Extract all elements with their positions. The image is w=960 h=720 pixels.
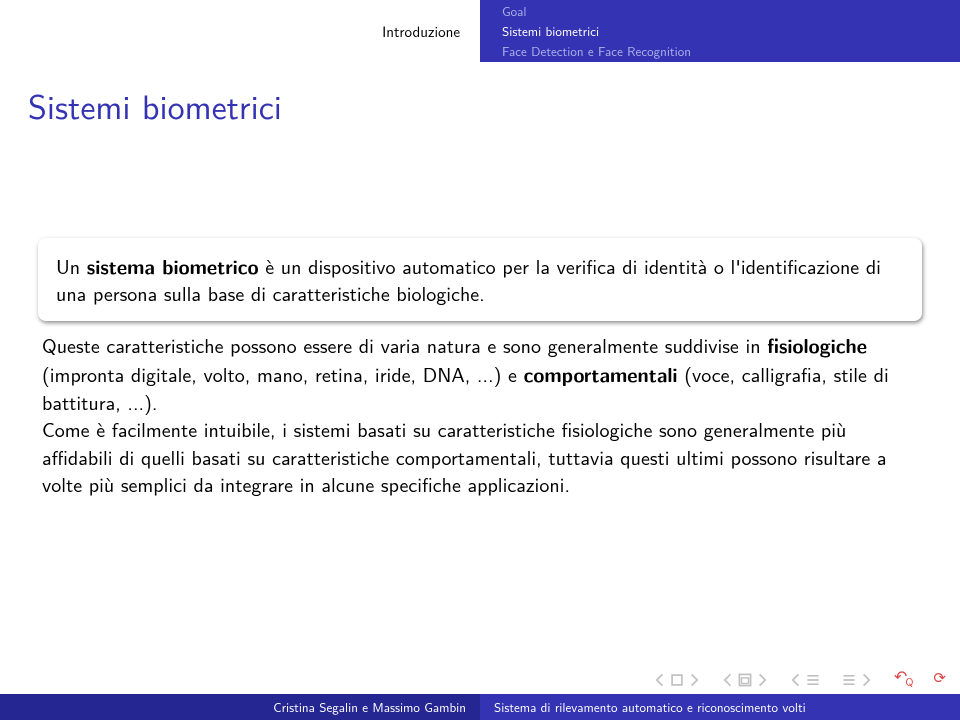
header-subsection-3[interactable]: Face Detection e Face Recognition	[502, 42, 960, 61]
definition-block: Un sistema biometrico è un dispositivo a…	[38, 238, 922, 321]
chevron-left-icon	[654, 670, 668, 684]
box-icon	[670, 670, 684, 684]
footer-title: Sistema di rilevamento automatico e rico…	[480, 694, 960, 720]
body-bold-1: fisiologiche	[767, 330, 867, 359]
header-section-right: Goal Sistemi biometrici Face Detection e…	[480, 0, 960, 62]
header-section-label: Introduzione	[382, 20, 460, 42]
frame-icon	[738, 670, 752, 684]
body-p2: Come è facilmente intuibile, i sistemi b…	[42, 415, 886, 499]
def-term: sistema biometrico	[87, 251, 259, 280]
chevron-left-icon	[722, 670, 736, 684]
body-text: Queste caratteristiche possono essere di…	[38, 331, 922, 499]
body-p1b: (impronta digitale, volto, mano, retina,…	[42, 360, 524, 389]
def-pre: Un	[56, 252, 87, 281]
header-subsection-1[interactable]: Goal	[502, 2, 960, 21]
lines-icon	[842, 670, 856, 684]
lines-icon	[806, 670, 820, 684]
nav-slide-prev-group[interactable]	[790, 670, 820, 684]
slide-header: Introduzione Goal Sistemi biometrici Fac…	[0, 0, 960, 62]
nav-slide-next-group[interactable]	[842, 670, 872, 684]
chevron-right-icon	[754, 670, 768, 684]
nav-loop-icon[interactable]: ⟳	[933, 666, 946, 688]
chevron-right-icon	[858, 670, 872, 684]
header-subsection-2[interactable]: Sistemi biometrici	[502, 22, 960, 41]
nav-controls: ↶Q ⟳	[654, 664, 946, 690]
body-p1a: Queste caratteristiche possono essere di…	[42, 331, 767, 360]
body-bold-2: comportamentali	[524, 359, 678, 388]
header-section-left[interactable]: Introduzione	[0, 0, 480, 62]
nav-first-group[interactable]	[654, 670, 700, 684]
slide-title: Sistemi biometrici	[28, 80, 282, 130]
footer-authors: Cristina Segalin e Massimo Gambin	[0, 694, 480, 720]
content-area: Un sistema biometrico è un dispositivo a…	[38, 238, 922, 499]
chevron-right-icon	[686, 670, 700, 684]
nav-frame-group[interactable]	[722, 670, 768, 684]
nav-undo-icon[interactable]: ↶Q	[894, 664, 912, 690]
chevron-left-icon	[790, 670, 804, 684]
footer-bar: Cristina Segalin e Massimo Gambin Sistem…	[0, 694, 960, 720]
